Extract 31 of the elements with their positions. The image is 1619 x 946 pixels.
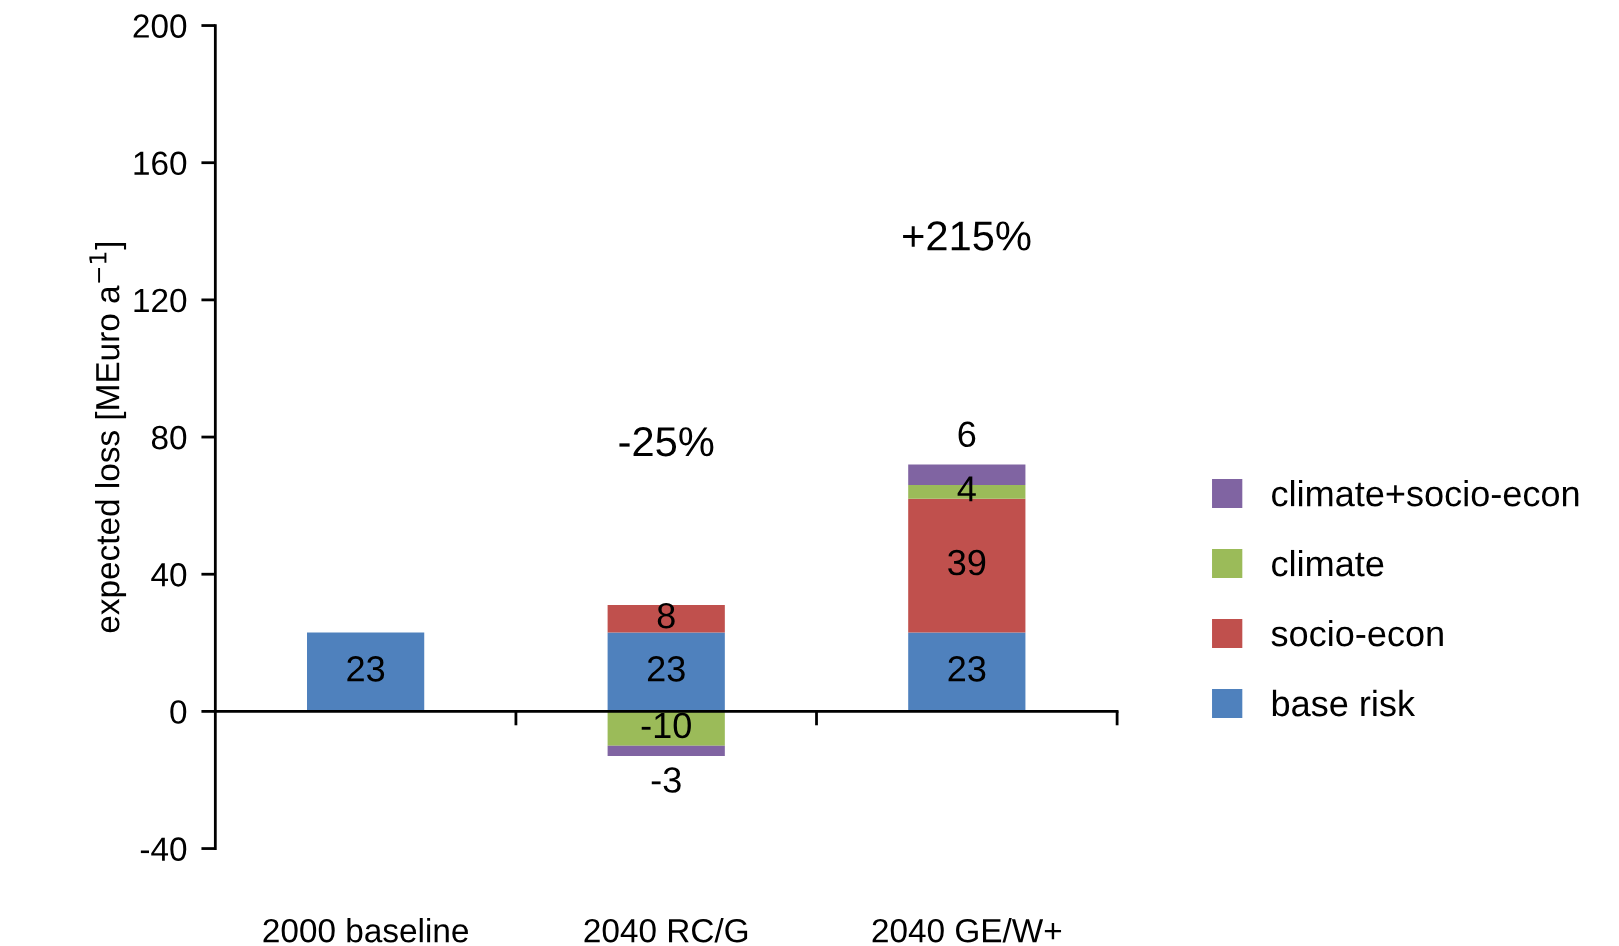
legend-label: climate+socio-econ (1272, 479, 1579, 507)
data-label: 4 (957, 476, 976, 502)
data-label: 6 (958, 421, 976, 448)
y-tick-label: 40 (151, 563, 187, 587)
y-tick-label: 120 (134, 288, 187, 313)
legend-label: climate (1272, 549, 1384, 577)
y-tick-label: 80 (151, 425, 187, 450)
x-tick-label: 2040 GE/W+ (872, 918, 1062, 943)
data-label: 8 (657, 602, 675, 629)
data-label: 39 (948, 549, 986, 576)
x-tick-label: 2000 baseline (263, 918, 468, 943)
legend-label: socio-econ (1271, 619, 1443, 647)
y-tick-label: -40 (140, 837, 187, 861)
data-label: -3 (651, 767, 681, 793)
annotation: -25% (619, 426, 714, 457)
data-label: -10 (641, 712, 691, 739)
data-label: 23 (948, 656, 986, 682)
x-tick-label: 2040 RC/G (584, 918, 748, 943)
data-label: 23 (647, 656, 685, 682)
legend-label: base risk (1272, 689, 1416, 717)
y-tick-label: 0 (170, 700, 187, 724)
bar (908, 632, 1026, 712)
bar (607, 605, 725, 633)
bar (607, 745, 725, 756)
y-tick-label: 200 (133, 14, 187, 38)
annotation: +215% (903, 221, 1031, 251)
y-axis-title: expected loss [MEuro a$^{−1}$] (89, 242, 127, 633)
bar (607, 632, 725, 712)
y-tick-label: 160 (134, 151, 187, 176)
data-label: 23 (347, 656, 385, 682)
bar (307, 632, 425, 712)
